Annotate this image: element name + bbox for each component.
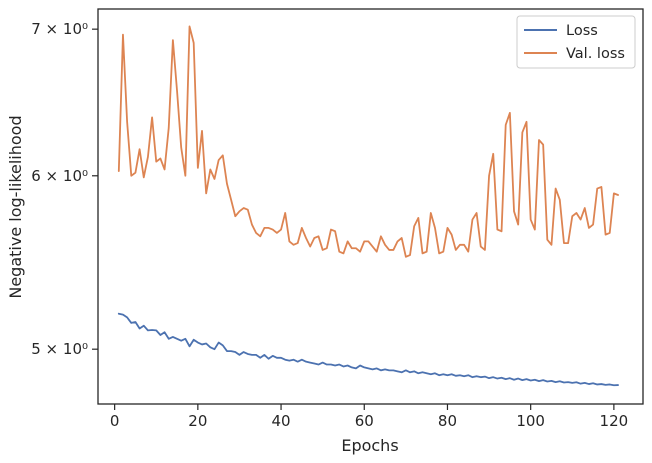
y-tick-label: 6 × 10⁰	[31, 167, 88, 185]
y-axis-ticks: 5 × 10⁰ 6 × 10⁰ 7 × 10⁰	[31, 20, 98, 358]
legend: Loss Val. loss	[516, 15, 636, 69]
series-layer	[117, 25, 619, 387]
y-axis-title: Negative log-likelihood	[6, 115, 25, 298]
x-tick-label: 40	[272, 412, 291, 430]
x-axis-title: Epochs	[341, 436, 398, 455]
y-tick-label: 7 × 10⁰	[31, 20, 88, 38]
series-line-val-loss	[117, 25, 619, 258]
x-tick-label: 0	[110, 412, 120, 430]
y-tick-label: 5 × 10⁰	[31, 340, 88, 358]
legend-label-val-loss: Val. loss	[566, 46, 625, 62]
x-tick-label: 60	[355, 412, 374, 430]
legend-label-loss: Loss	[566, 23, 598, 39]
x-tick-label: 20	[188, 412, 207, 430]
series-line-loss	[117, 312, 619, 387]
x-tick-label: 120	[600, 412, 629, 430]
x-axis-ticks: 0 20 40 60 80 100 120	[110, 404, 628, 430]
x-tick-label: 100	[516, 412, 545, 430]
x-tick-label: 80	[438, 412, 457, 430]
